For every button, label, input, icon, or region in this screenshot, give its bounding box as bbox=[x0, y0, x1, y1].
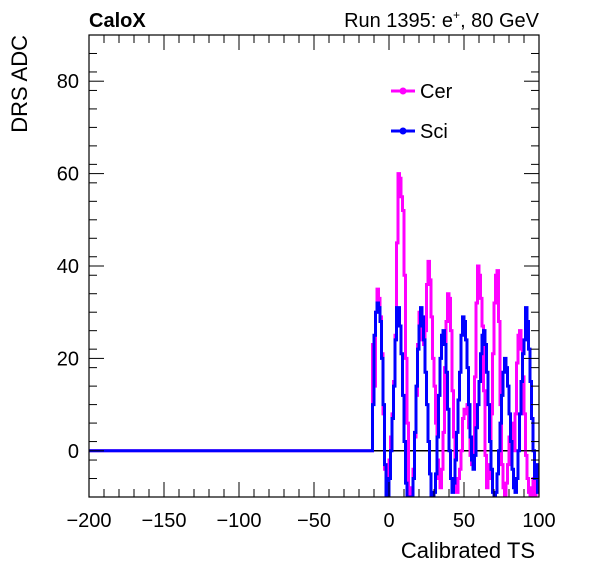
x-tick-label: −200 bbox=[66, 510, 111, 532]
legend-label-cer: Cer bbox=[420, 81, 453, 103]
chart-header: CaloX Run 1395: e+, 80 GeV bbox=[89, 8, 540, 32]
x-tick-label: 100 bbox=[522, 510, 555, 532]
run-superscript: + bbox=[453, 8, 460, 22]
series-line-sci bbox=[89, 301, 539, 497]
y-tick-label: 20 bbox=[57, 348, 79, 370]
x-tick-label: 0 bbox=[383, 510, 394, 532]
legend-marker-cer bbox=[399, 87, 407, 95]
y-tick-label: 60 bbox=[57, 164, 79, 186]
y-axis-label: DRS ADC bbox=[7, 35, 32, 133]
run-suffix: , 80 GeV bbox=[460, 10, 540, 32]
legend-label-sci: Sci bbox=[420, 121, 448, 143]
series-layer bbox=[89, 172, 539, 497]
y-tick-label: 0 bbox=[68, 441, 79, 463]
x-tick-label: −50 bbox=[297, 510, 331, 532]
x-tick-label: −150 bbox=[141, 510, 186, 532]
y-tick-label: 40 bbox=[57, 256, 79, 278]
legend-marker-sci bbox=[399, 127, 407, 135]
x-tick-label: −100 bbox=[216, 510, 261, 532]
run-info-label: Run 1395: e+, 80 GeV bbox=[344, 8, 540, 32]
tick-layer: −200 −150 −100 −50 0 50 100 0 20 40 60 80 bbox=[57, 34, 556, 532]
calox-label: CaloX bbox=[89, 10, 146, 32]
x-axis-label: Calibrated TS bbox=[401, 538, 535, 563]
x-tick-label: 50 bbox=[453, 510, 475, 532]
legend: Cer Sci bbox=[391, 81, 453, 143]
run-prefix: Run 1395: e bbox=[344, 10, 453, 32]
y-tick-label: 80 bbox=[57, 71, 79, 93]
